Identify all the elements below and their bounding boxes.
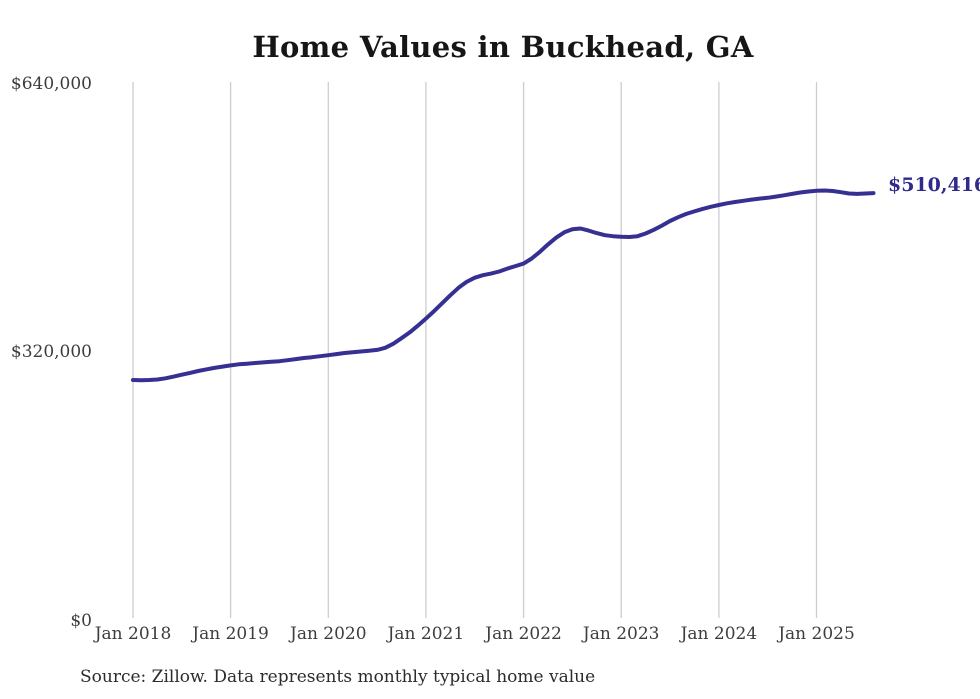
x-axis-tick-label: Jan 2025 <box>776 624 855 644</box>
x-axis-tick-label: Jan 2023 <box>581 624 660 644</box>
y-axis-tick-label-320000: $320,000 <box>10 342 92 362</box>
y-axis-tick-label-0: $0 <box>70 611 92 631</box>
x-axis-tick-label: Jan 2020 <box>288 624 367 644</box>
y-axis-tick-label-640000: $640,000 <box>10 74 92 94</box>
x-axis-tick-label: Jan 2022 <box>483 624 562 644</box>
x-axis-tick-label: Jan 2018 <box>93 624 172 644</box>
home-value-line <box>131 188 876 383</box>
x-axis-tick-label: Jan 2019 <box>190 624 269 644</box>
chart-title: Home Values in Buckhead, GA <box>252 30 754 64</box>
source-note: Source: Zillow. Data represents monthly … <box>80 667 596 687</box>
latest-value-label: $510,416 <box>888 174 980 196</box>
x-axis-tick-label: Jan 2024 <box>679 624 758 644</box>
x-axis-tick-label: Jan 2021 <box>386 624 465 644</box>
